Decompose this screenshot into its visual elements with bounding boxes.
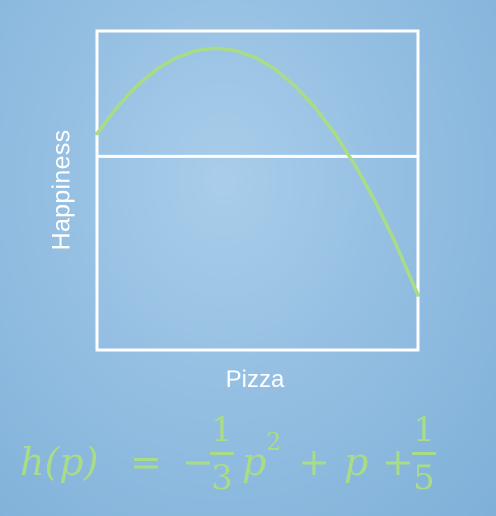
x-axis-label: Pizza xyxy=(225,366,285,393)
equation-term-p-linear: p xyxy=(344,440,369,484)
equation-minus: − xyxy=(182,440,214,484)
fraction-numerator: 1 xyxy=(413,410,435,450)
data-point xyxy=(253,55,258,60)
data-point xyxy=(273,67,278,72)
equation-exponent: 2 xyxy=(266,428,282,456)
equation-plus: + xyxy=(298,440,330,484)
equation-plus-second: + xyxy=(382,440,414,484)
y-axis-label: Happiness xyxy=(47,129,76,251)
plot-frame xyxy=(95,29,420,352)
data-point xyxy=(333,131,337,136)
fraction-denominator: 3 xyxy=(211,458,233,498)
fraction-numerator: 1 xyxy=(211,410,233,450)
data-point xyxy=(214,46,218,50)
data-point xyxy=(313,105,317,110)
data-point xyxy=(134,84,139,88)
data-point xyxy=(154,67,159,72)
fraction-one-third: 1 3 xyxy=(210,410,234,506)
fraction-bar xyxy=(210,452,234,455)
data-point xyxy=(95,131,99,136)
data-point xyxy=(233,48,238,53)
data-point xyxy=(293,84,297,88)
series-points xyxy=(95,46,420,297)
data-point xyxy=(416,293,420,297)
fraction-denominator: 5 xyxy=(413,458,435,498)
data-point xyxy=(392,238,396,243)
data-point xyxy=(352,162,357,167)
equation: h(p) = − 1 3 p 2 + p + 1 5 xyxy=(20,410,480,510)
series-line xyxy=(95,46,420,297)
data-point xyxy=(115,105,119,110)
equation-term-p: p xyxy=(242,440,267,484)
equation-lhs: h(p) xyxy=(20,440,99,484)
fraction-bar xyxy=(412,452,436,455)
data-point xyxy=(194,48,198,53)
data-point xyxy=(372,198,377,202)
fraction-one-fifth: 1 5 xyxy=(412,410,436,506)
equation-equals: = xyxy=(130,440,162,484)
data-point xyxy=(174,55,179,60)
